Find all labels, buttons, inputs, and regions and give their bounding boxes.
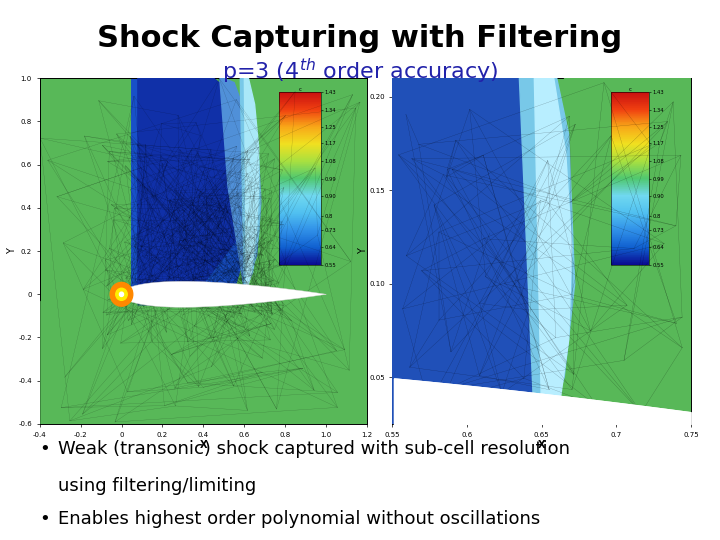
Text: Enables highest order polynomial without oscillations: Enables highest order polynomial without…	[58, 510, 540, 528]
Y-axis label: Y: Y	[358, 248, 368, 254]
X-axis label: X: X	[199, 440, 207, 450]
Polygon shape	[122, 281, 326, 307]
Text: Shock Capturing with Filtering: Shock Capturing with Filtering	[97, 24, 623, 53]
Polygon shape	[519, 78, 575, 424]
Text: Weak (transonic) shock captured with sub-cell resolution: Weak (transonic) shock captured with sub…	[58, 440, 570, 458]
Polygon shape	[392, 78, 557, 424]
Circle shape	[120, 292, 124, 296]
Polygon shape	[392, 78, 691, 424]
Polygon shape	[392, 78, 527, 424]
Polygon shape	[40, 78, 367, 424]
Polygon shape	[534, 78, 572, 424]
Circle shape	[110, 282, 132, 306]
Circle shape	[116, 288, 127, 300]
Polygon shape	[244, 78, 258, 290]
Text: •: •	[40, 440, 50, 458]
Polygon shape	[138, 78, 248, 305]
Text: •: •	[40, 510, 50, 528]
Polygon shape	[132, 78, 253, 299]
Text: using filtering/limiting: using filtering/limiting	[58, 477, 256, 495]
Polygon shape	[40, 301, 367, 424]
X-axis label: X: X	[538, 440, 546, 450]
Polygon shape	[564, 78, 691, 424]
Y-axis label: Y: Y	[6, 248, 17, 254]
Polygon shape	[240, 78, 261, 290]
Text: p=3 (4$^{th}$ order accuracy): p=3 (4$^{th}$ order accuracy)	[222, 57, 498, 86]
Polygon shape	[220, 78, 261, 290]
